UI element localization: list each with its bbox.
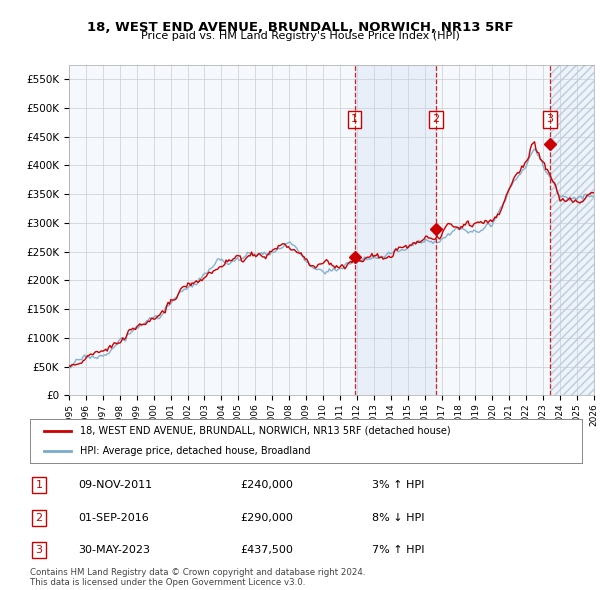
Text: 1: 1	[35, 480, 43, 490]
Text: 09-NOV-2011: 09-NOV-2011	[78, 480, 152, 490]
Text: 3: 3	[547, 114, 554, 124]
Text: £240,000: £240,000	[240, 480, 293, 490]
Text: £437,500: £437,500	[240, 545, 293, 555]
Text: 2: 2	[35, 513, 43, 523]
Text: 2: 2	[433, 114, 440, 124]
Bar	[550, 65, 594, 395]
Bar	[550, 65, 594, 395]
Text: 18, WEST END AVENUE, BRUNDALL, NORWICH, NR13 5RF: 18, WEST END AVENUE, BRUNDALL, NORWICH, …	[86, 21, 514, 34]
Text: Price paid vs. HM Land Registry's House Price Index (HPI): Price paid vs. HM Land Registry's House …	[140, 31, 460, 41]
Text: £290,000: £290,000	[240, 513, 293, 523]
Bar	[355, 65, 436, 395]
Text: Contains HM Land Registry data © Crown copyright and database right 2024.
This d: Contains HM Land Registry data © Crown c…	[30, 568, 365, 587]
Text: 8% ↓ HPI: 8% ↓ HPI	[372, 513, 425, 523]
Text: 01-SEP-2016: 01-SEP-2016	[78, 513, 149, 523]
Text: 18, WEST END AVENUE, BRUNDALL, NORWICH, NR13 5RF (detached house): 18, WEST END AVENUE, BRUNDALL, NORWICH, …	[80, 426, 451, 436]
Text: 1: 1	[351, 114, 358, 124]
Text: 3: 3	[35, 545, 43, 555]
Text: HPI: Average price, detached house, Broadland: HPI: Average price, detached house, Broa…	[80, 446, 310, 456]
Text: 7% ↑ HPI: 7% ↑ HPI	[372, 545, 425, 555]
Text: 3% ↑ HPI: 3% ↑ HPI	[372, 480, 424, 490]
Text: 30-MAY-2023: 30-MAY-2023	[78, 545, 150, 555]
